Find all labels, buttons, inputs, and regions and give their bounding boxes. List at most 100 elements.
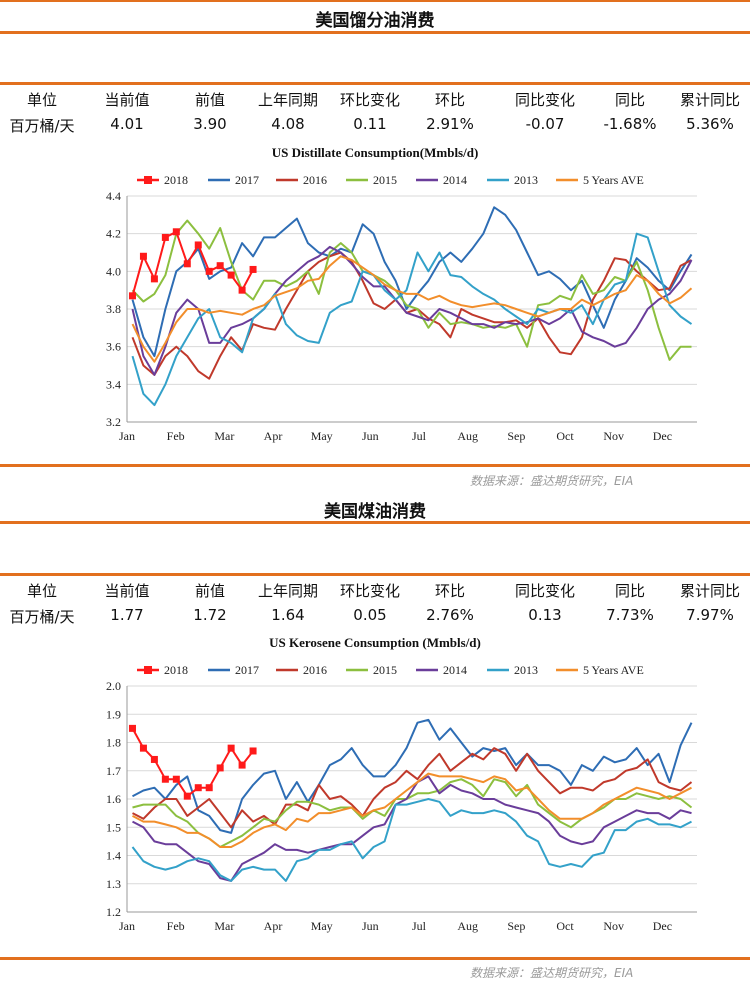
x-tick-label-feb: Feb (167, 919, 185, 933)
chart-legend: 2018 2017 2016 2015 2014 2013 5 Years AVE (137, 173, 644, 187)
legend-label-2014: 2014 (443, 173, 467, 187)
cell-current: 1.77 (110, 606, 144, 624)
legend-marker-2018 (144, 666, 152, 674)
header-current: 当前值 (104, 91, 150, 109)
x-tick-label-jan: Jan (119, 919, 135, 933)
cell-unit: 百万桶/天 (9, 608, 75, 626)
header-wow: 环比 (434, 582, 465, 600)
header-unit: 单位 (26, 91, 57, 109)
series-line-5-years-ave (132, 772, 692, 848)
x-tick-label-dec: Dec (653, 429, 672, 443)
series-markers-2018 (128, 228, 257, 300)
chart-bottom-rule (0, 957, 750, 960)
cell-yoy-change: 0.13 (528, 606, 562, 624)
legend-label-2016: 2016 (303, 663, 327, 677)
y-tick-label: 2.0 (106, 679, 121, 693)
header-wow: 环比 (434, 91, 465, 109)
x-tick-label-may: May (311, 429, 333, 443)
x-tick-label-oct: Oct (556, 429, 574, 443)
header-unit: 单位 (26, 582, 57, 600)
data-point-2018 (194, 241, 202, 249)
data-point-2018 (238, 286, 246, 294)
series-line-2014 (131, 245, 693, 376)
data-point-2018 (172, 228, 180, 236)
chart-title-kerosene: US Kerosene Consumption (Mmbls/d) (269, 635, 481, 650)
data-point-2018 (172, 775, 180, 783)
cell-wow-change: 0.11 (353, 115, 387, 133)
legend-marker-2018 (144, 176, 152, 184)
chart-title-distillate: US Distillate Consumption(Mmbls/d) (271, 145, 479, 160)
legend-label-2013: 2013 (514, 173, 538, 187)
cell-wow: 2.76% (426, 606, 474, 624)
chart-distillate: 2018 2017 2016 2015 2014 2013 5 Years AVE 3.2 3.… (106, 173, 697, 443)
cell-unit: 百万桶/天 (9, 117, 75, 135)
x-tick-label-apr: Apr (264, 919, 283, 933)
x-tick-label-nov: Nov (603, 919, 624, 933)
cell-last-year: 1.64 (271, 606, 305, 624)
x-tick-label-jun: Jun (362, 429, 379, 443)
header-wow-change: 环比变化 (339, 91, 400, 109)
data-point-2018 (216, 764, 224, 772)
y-tick-label: 1.2 (106, 905, 121, 919)
data-point-2018 (205, 784, 213, 792)
x-tick-labels: Jan Feb Mar Apr May Jun Jul Aug Sep Oct Nov Dec (119, 919, 672, 933)
data-point-2018 (139, 744, 147, 752)
x-tick-labels: Jan Feb Mar Apr May Jun Jul Aug Sep Oct Nov Dec (119, 429, 672, 443)
x-tick-label-jun: Jun (362, 919, 379, 933)
data-point-2018 (194, 784, 202, 792)
y-tick-label: 1.5 (106, 820, 121, 834)
y-tick-label: 1.6 (106, 792, 121, 806)
x-tick-label-mar: Mar (214, 919, 234, 933)
cell-previous: 3.90 (193, 115, 227, 133)
x-tick-label-aug: Aug (457, 429, 478, 443)
y-tick-label: 4.2 (106, 227, 121, 241)
series-line-2017 (132, 718, 693, 834)
x-tick-label-sep: Sep (507, 919, 525, 933)
chart-bottom-rule (0, 464, 750, 467)
series-line-2013 (131, 798, 692, 882)
x-tick-label-nov: Nov (603, 429, 624, 443)
data-point-2018 (238, 761, 246, 769)
section-rule (0, 521, 750, 524)
data-point-2018 (227, 271, 235, 279)
section-title-distillate: 美国馏分油消费 (315, 11, 435, 31)
source-note: 数据来源：盛达期货研究，EIA (470, 474, 634, 488)
series-line-2014 (132, 775, 692, 882)
legend-label-2013: 2013 (514, 663, 538, 677)
header-wow-change: 环比变化 (339, 582, 400, 600)
x-tick-label-jan: Jan (119, 429, 135, 443)
data-point-2018 (150, 755, 158, 763)
legend-label-2014: 2014 (443, 663, 467, 677)
data-point-2018 (249, 747, 257, 755)
x-tick-label-jul: Jul (412, 429, 427, 443)
series-line-2016 (131, 251, 692, 380)
cell-yoy: -1.68% (603, 115, 657, 133)
table-rule (0, 82, 750, 85)
data-point-2018 (150, 275, 158, 283)
y-tick-label: 1.7 (106, 764, 121, 778)
data-point-2018 (183, 260, 191, 268)
legend-label-2017: 2017 (235, 663, 259, 677)
x-tick-label-oct: Oct (556, 919, 574, 933)
series-line-2016 (132, 747, 693, 829)
header-yoy-change: 同比变化 (514, 582, 575, 600)
data-point-2018 (216, 262, 224, 270)
y-tick-label: 3.4 (106, 377, 121, 391)
cell-yoy-change: -0.07 (525, 115, 565, 133)
top-accent-rule (0, 0, 750, 2)
legend-label-5-years-ave: 5 Years AVE (583, 663, 644, 677)
table-rule (0, 573, 750, 576)
header-ytd-yoy: 累计同比 (679, 91, 740, 109)
series-line-2018 (131, 230, 254, 297)
x-tick-label-feb: Feb (167, 429, 185, 443)
y-tick-label: 1.9 (106, 707, 121, 721)
header-previous: 前值 (194, 91, 225, 109)
header-current: 当前值 (104, 582, 150, 600)
cell-ytd-yoy: 5.36% (686, 115, 734, 133)
data-point-2018 (183, 792, 191, 800)
x-tick-label-aug: Aug (457, 919, 478, 933)
data-point-2018 (161, 233, 169, 241)
header-last-year: 上年同期 (257, 582, 318, 600)
x-tick-label-dec: Dec (653, 919, 672, 933)
y-tick-label: 1.3 (106, 877, 121, 891)
